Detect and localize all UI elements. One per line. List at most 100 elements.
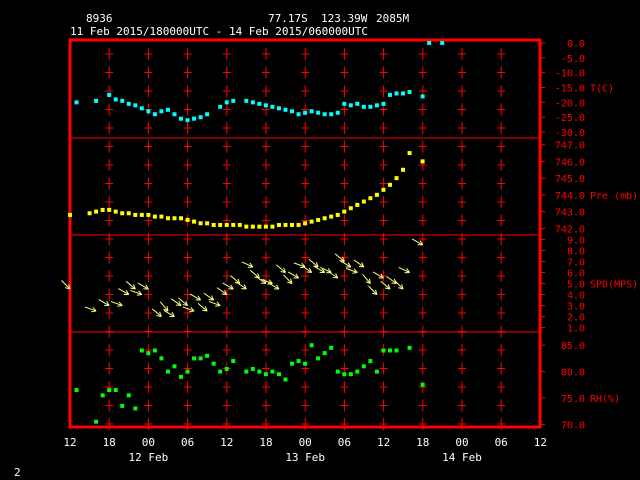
- data-point-pressure: [303, 221, 308, 226]
- x-tick-label: 12: [220, 436, 233, 449]
- data-point-rh: [257, 369, 262, 374]
- wind-arrow-head: [375, 289, 378, 295]
- wind-arrow: [98, 299, 110, 306]
- wind-arrow: [182, 306, 195, 312]
- wind-arrow: [159, 301, 169, 312]
- data-point-pressure: [165, 216, 170, 221]
- data-point-rh: [146, 351, 151, 356]
- wind-arrow-head: [136, 294, 142, 296]
- wind-arrow: [241, 261, 254, 268]
- wind-arrow: [110, 300, 123, 307]
- wind-arrow: [372, 271, 384, 279]
- wind-arrow: [380, 280, 391, 290]
- day-label: 14 Feb: [442, 451, 482, 464]
- y-tick-label: 5.0: [567, 280, 585, 291]
- data-point-pressure: [244, 224, 249, 229]
- y-tick-label: -5.0: [561, 54, 585, 65]
- y-tick-label: 747.0: [555, 141, 585, 152]
- data-point-rh: [185, 369, 190, 374]
- data-point-pressure: [374, 192, 379, 197]
- data-point-pressure: [401, 167, 406, 172]
- data-point-pressure: [231, 222, 236, 227]
- data-point-rh: [192, 356, 197, 361]
- panel-label-pressure: Pre (mb): [590, 191, 638, 202]
- y-tick-label: 0.0: [567, 39, 585, 50]
- y-tick-label: 6.0: [567, 268, 585, 279]
- data-point-pressure: [270, 224, 275, 229]
- latitude: 77.17S: [268, 12, 308, 25]
- data-point-pressure: [250, 224, 255, 229]
- data-point-pressure: [368, 196, 373, 201]
- data-point-temp: [355, 101, 360, 106]
- wind-arrow: [301, 265, 312, 273]
- data-point-pressure: [342, 209, 347, 214]
- wind-arrow: [327, 270, 339, 279]
- wind-arrow: [230, 275, 241, 284]
- chart-header: 8936 77.17S 123.39W 2085M 11 Feb 2015/18…: [70, 12, 409, 38]
- chart-grid-ticks: [105, 48, 506, 430]
- wind-arrow-head: [202, 309, 208, 312]
- data-point-temp: [231, 98, 236, 103]
- wind-arrow-head: [347, 262, 352, 268]
- y-tick-label: 746.0: [555, 157, 585, 168]
- panel-label-temp: T(C): [590, 84, 614, 95]
- wind-arrow: [386, 276, 397, 284]
- data-point-rh: [387, 348, 392, 353]
- y-tick-label: 743.0: [555, 208, 585, 219]
- x-axis-labels: 12 18 00 06 12 18 00 06 12 18 00 06 12 12 Feb 13 Feb 14…: [63, 436, 547, 464]
- wind-arrow-head: [352, 271, 358, 274]
- data-point-pressure: [120, 211, 125, 216]
- wind-arrow-head: [190, 306, 195, 312]
- wind-arrow-head: [221, 293, 227, 296]
- data-point-rh: [329, 345, 334, 350]
- x-tick-label: 12: [534, 436, 547, 449]
- data-point-pressure: [179, 216, 184, 221]
- y-tick-label: 742.0: [555, 224, 585, 235]
- y-tick-label: 7.0: [567, 257, 585, 268]
- wind-arrow-head: [118, 301, 123, 306]
- y-tick-label: 75.0: [561, 394, 585, 405]
- wind-arrow: [353, 259, 365, 268]
- data-point-temp: [250, 100, 255, 105]
- wind-arrow-head: [208, 298, 214, 301]
- y-tick-label: 745.0: [555, 174, 585, 185]
- wind-arrow: [163, 310, 175, 318]
- data-point-temp: [120, 98, 125, 103]
- wind-arrow-head: [401, 284, 404, 290]
- data-point-pressure: [185, 217, 190, 222]
- data-point-pressure: [355, 202, 360, 207]
- station-id: 8936: [86, 12, 113, 25]
- data-point-temp: [185, 118, 190, 123]
- data-point-rh: [211, 361, 216, 366]
- wind-arrow-head: [308, 267, 313, 273]
- data-point-pressure: [87, 211, 92, 216]
- wind-arrow-head: [365, 281, 371, 284]
- x-tick-label: 18: [259, 436, 272, 449]
- data-point-temp: [322, 112, 327, 117]
- wind-arrow-head: [368, 278, 371, 284]
- data-point-pressure: [387, 182, 392, 187]
- data-point-temp: [427, 40, 432, 45]
- x-tick-label: 00: [142, 436, 155, 449]
- data-point-temp: [74, 100, 79, 105]
- data-point-temp: [387, 92, 392, 97]
- wind-arrow: [268, 282, 280, 290]
- data-point-temp: [152, 112, 157, 117]
- data-point-pressure: [107, 207, 112, 212]
- wind-arrow-head: [106, 301, 110, 306]
- wind-arrow-head: [210, 295, 215, 301]
- wind-arrow-head: [290, 278, 293, 284]
- wind-arrow-head: [178, 300, 182, 306]
- wind-arrow-head: [313, 265, 319, 268]
- data-point-pressure: [146, 212, 151, 217]
- data-point-rh: [133, 406, 138, 411]
- wind-arrow-head: [215, 305, 221, 307]
- wind-arrow-head: [189, 310, 195, 313]
- wind-arrow: [362, 273, 371, 284]
- data-point-rh: [270, 369, 275, 374]
- wind-arrow: [283, 274, 293, 284]
- data-point-pressure: [68, 212, 72, 217]
- data-point-rh: [198, 356, 203, 361]
- wind-arrow: [398, 266, 410, 273]
